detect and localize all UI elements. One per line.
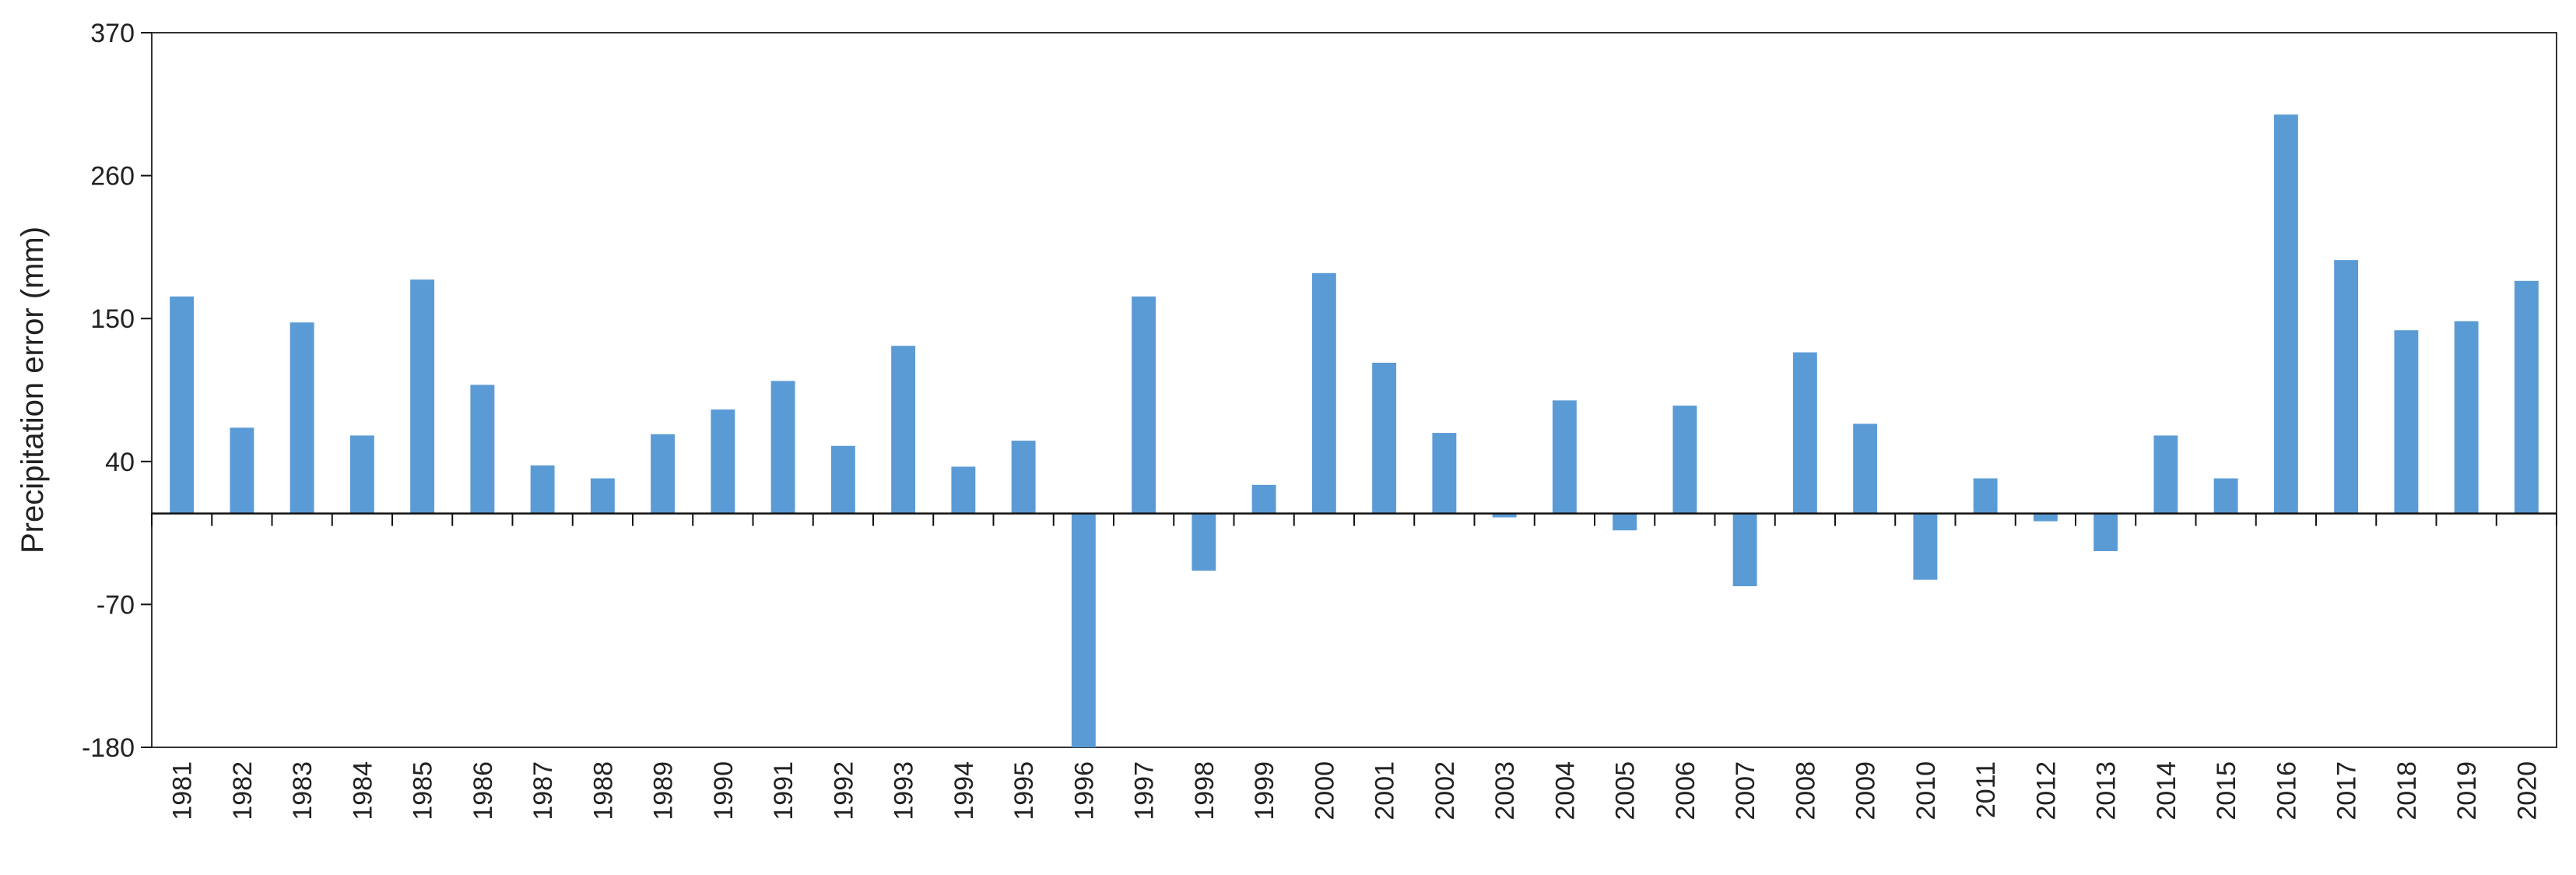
bar-1982 [230, 427, 254, 514]
bar-1987 [530, 465, 555, 514]
bar-2004 [1552, 400, 1577, 514]
x-tick-label: 1986 [469, 761, 498, 821]
bar-2017 [2334, 260, 2359, 514]
x-tick-label: 1985 [409, 761, 438, 821]
bar-2009 [1853, 423, 1878, 514]
bar-1981 [170, 296, 195, 514]
x-tick-label: 2012 [2031, 761, 2061, 821]
x-tick-label: 2018 [2392, 761, 2422, 821]
x-tick-label: 2002 [1430, 761, 1460, 821]
bar-1998 [1191, 513, 1216, 571]
bar-2020 [2514, 280, 2539, 514]
bar-2000 [1311, 272, 1336, 514]
x-tick-label: 2011 [1971, 761, 2001, 818]
bar-2013 [2093, 513, 2118, 551]
bar-1985 [410, 279, 435, 514]
x-tick-label: 1988 [588, 761, 618, 821]
bar-2001 [1372, 362, 1397, 514]
bar-2019 [2454, 321, 2479, 514]
x-tick-label: 2008 [1791, 761, 1820, 821]
bar-2002 [1432, 433, 1457, 514]
bar-1994 [951, 466, 976, 514]
x-tick-label: 1999 [1250, 761, 1279, 821]
bar-1995 [1011, 441, 1036, 514]
bars [170, 114, 2539, 747]
bar-1989 [651, 434, 676, 514]
x-tick-label: 2014 [2152, 761, 2181, 821]
bar-1984 [349, 435, 374, 514]
x-tick-label: 1983 [288, 761, 318, 821]
x-tick-label: 1987 [528, 761, 558, 821]
x-tick-label: 2015 [2212, 761, 2241, 821]
bar-2011 [1973, 478, 1998, 514]
bar-2003 [1492, 513, 1517, 518]
bar-1988 [590, 478, 615, 514]
bar-2012 [2033, 513, 2058, 522]
x-tick-label: 2004 [1550, 761, 1580, 821]
bar-1996 [1071, 513, 1096, 747]
bar-1999 [1251, 484, 1276, 514]
x-tick-label: 1995 [1009, 761, 1039, 821]
x-tick-label: 1990 [709, 761, 739, 821]
y-tick-label: 260 [90, 162, 135, 192]
bar-2007 [1732, 513, 1757, 587]
x-tick-label: 2000 [1310, 761, 1339, 821]
x-tick-label: 2006 [1671, 761, 1700, 821]
y-tick-label: -180 [82, 733, 135, 763]
x-tick-label: 1981 [168, 761, 198, 821]
bar-2018 [2394, 330, 2419, 514]
x-tick-label: 2017 [2332, 761, 2362, 821]
x-tick-label: 1994 [949, 761, 979, 821]
bar-2006 [1672, 406, 1697, 514]
plot-area-border [151, 32, 2557, 748]
x-tick-label: 2020 [2512, 761, 2542, 821]
bar-1983 [290, 322, 314, 514]
x-tick-label: 2016 [2272, 761, 2301, 821]
x-tick-label: 1984 [348, 761, 377, 821]
x-tick-label: 1993 [890, 761, 919, 821]
x-tick-label: 1996 [1069, 761, 1099, 821]
bar-1993 [891, 346, 916, 514]
x-tick-label: 2009 [1851, 761, 1881, 821]
bar-2014 [2153, 435, 2178, 514]
bar-2015 [2213, 478, 2238, 514]
x-tick-label: 1982 [228, 761, 258, 821]
y-tick-label: 150 [90, 304, 135, 334]
y-tick-label: -70 [97, 590, 135, 620]
y-tick-label: 370 [90, 19, 135, 48]
bar-2016 [2273, 114, 2298, 514]
x-tick-label: 1997 [1130, 761, 1160, 821]
x-tick-label: 2010 [1911, 761, 1941, 821]
bar-1986 [470, 385, 495, 514]
x-tick-label: 1998 [1190, 761, 1220, 821]
x-tick-label: 2001 [1370, 761, 1400, 821]
axes: -180 -70 40 150 260 370 1981 1982 1983 1984 1985 19… [82, 19, 2557, 821]
bar-1997 [1132, 296, 1156, 514]
bar-2010 [1913, 513, 1938, 580]
x-tick-label: 1989 [649, 761, 679, 821]
x-tick-label: 2013 [2092, 761, 2122, 821]
x-tick-label: 2005 [1611, 761, 1641, 821]
bar-2008 [1792, 352, 1817, 514]
x-tick-label: 1991 [769, 761, 798, 821]
x-tick-label: 2007 [1731, 761, 1760, 821]
bar-1991 [770, 381, 795, 514]
x-tick-label: 1992 [829, 761, 858, 821]
bar-1990 [711, 409, 735, 514]
bar-2005 [1613, 513, 1637, 531]
y-tick-label: 40 [105, 448, 135, 477]
x-tick-label: 2019 [2452, 761, 2482, 821]
bar-1992 [830, 445, 855, 514]
y-axis-title: Precipitation error (mm) [16, 227, 50, 553]
x-tick-label: 2003 [1490, 761, 1520, 821]
